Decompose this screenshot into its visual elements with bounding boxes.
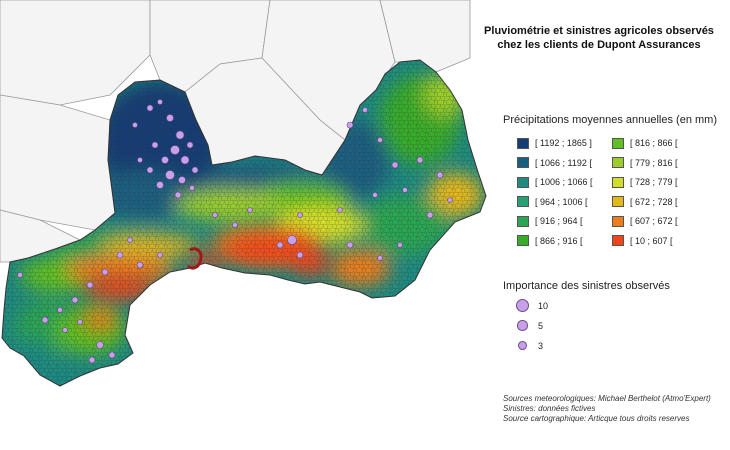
precip-legend-swatch (612, 196, 624, 207)
precip-legend-swatch (612, 235, 624, 246)
precip-legend-swatch (517, 235, 529, 246)
map-title-line1: Pluviométrie et sinistres agricoles obse… (478, 24, 720, 38)
precip-legend-item: [ 779 ; 816 [ (612, 157, 678, 169)
claims-legend-marker (516, 299, 529, 312)
precip-legend-label: [ 816 ; 866 [ (630, 138, 678, 148)
map-title: Pluviométrie et sinistres agricoles obse… (478, 24, 720, 52)
precip-legend-item: [ 916 ; 964 [ (517, 215, 583, 227)
claims-legend-label: 5 (538, 321, 543, 331)
precip-legend-item: [ 607 ; 672 [ (612, 215, 678, 227)
precip-legend-label: [ 1006 ; 1066 [ (535, 177, 593, 187)
precip-legend-swatch (517, 138, 529, 149)
claims-legend-title: Importance des sinistres observés (503, 280, 670, 292)
precip-legend-title: Précipitations moyennes annuelles (en mm… (503, 114, 717, 126)
precip-legend-item: [ 672 ; 728 [ (612, 196, 678, 208)
precip-legend-swatch (612, 177, 624, 188)
precip-legend-label: [ 728 ; 779 [ (630, 177, 678, 187)
precip-legend-swatch (517, 177, 529, 188)
precip-legend-label: [ 866 ; 916 [ (535, 236, 583, 246)
source-line: Sources meteorologiques: Michael Berthel… (503, 394, 711, 404)
precip-legend-item: [ 1066 ; 1192 [ (517, 157, 592, 169)
claims-legend-marker (517, 320, 527, 330)
claims-legend-marker-box (515, 338, 530, 353)
precip-legend-item: [ 816 ; 866 [ (612, 137, 678, 149)
source-line: Source cartographique: Articque tous dro… (503, 414, 711, 424)
choropleth-map (0, 0, 490, 450)
claims-legend-marker (518, 341, 527, 350)
precip-legend-label: [ 1066 ; 1192 [ (535, 158, 592, 168)
claims-legend-item: 10 (515, 298, 548, 313)
precip-legend-label: [ 607 ; 672 [ (630, 216, 678, 226)
precip-legend-label: [ 10 ; 607 [ (630, 236, 673, 246)
precip-legend-swatch (517, 216, 529, 227)
precip-legend-label: [ 1192 ; 1865 ] (535, 138, 592, 148)
precip-legend-item: [ 964 ; 1006 [ (517, 196, 588, 208)
precip-legend-item: [ 1006 ; 1066 [ (517, 176, 593, 188)
map-title-line2: chez les clients de Dupont Assurances (478, 38, 720, 52)
claims-legend-marker-box (515, 318, 530, 333)
precip-legend-item: [ 728 ; 779 [ (612, 176, 678, 188)
claims-legend-marker-box (515, 298, 530, 313)
sources-note: Sources meteorologiques: Michael Berthel… (503, 394, 711, 424)
precip-legend-item: [ 866 ; 916 [ (517, 235, 583, 247)
claims-legend-item: 3 (515, 338, 543, 353)
precip-legend-swatch (612, 138, 624, 149)
precip-legend-item: [ 1192 ; 1865 ] (517, 137, 592, 149)
precip-legend-label: [ 672 ; 728 [ (630, 197, 678, 207)
claims-legend-label: 10 (538, 301, 548, 311)
precip-legend-item: [ 10 ; 607 [ (612, 235, 673, 247)
precip-legend-label: [ 916 ; 964 [ (535, 216, 583, 226)
claims-legend-item: 5 (515, 318, 543, 333)
precip-legend-swatch (517, 196, 529, 207)
precip-legend-label: [ 779 ; 816 [ (630, 158, 678, 168)
claims-legend-label: 3 (538, 341, 543, 351)
precip-legend-label: [ 964 ; 1006 [ (535, 197, 588, 207)
source-line: Sinistres: données fictives (503, 404, 711, 414)
precip-legend-swatch (612, 216, 624, 227)
precip-legend-swatch (612, 157, 624, 168)
precip-legend-swatch (517, 157, 529, 168)
